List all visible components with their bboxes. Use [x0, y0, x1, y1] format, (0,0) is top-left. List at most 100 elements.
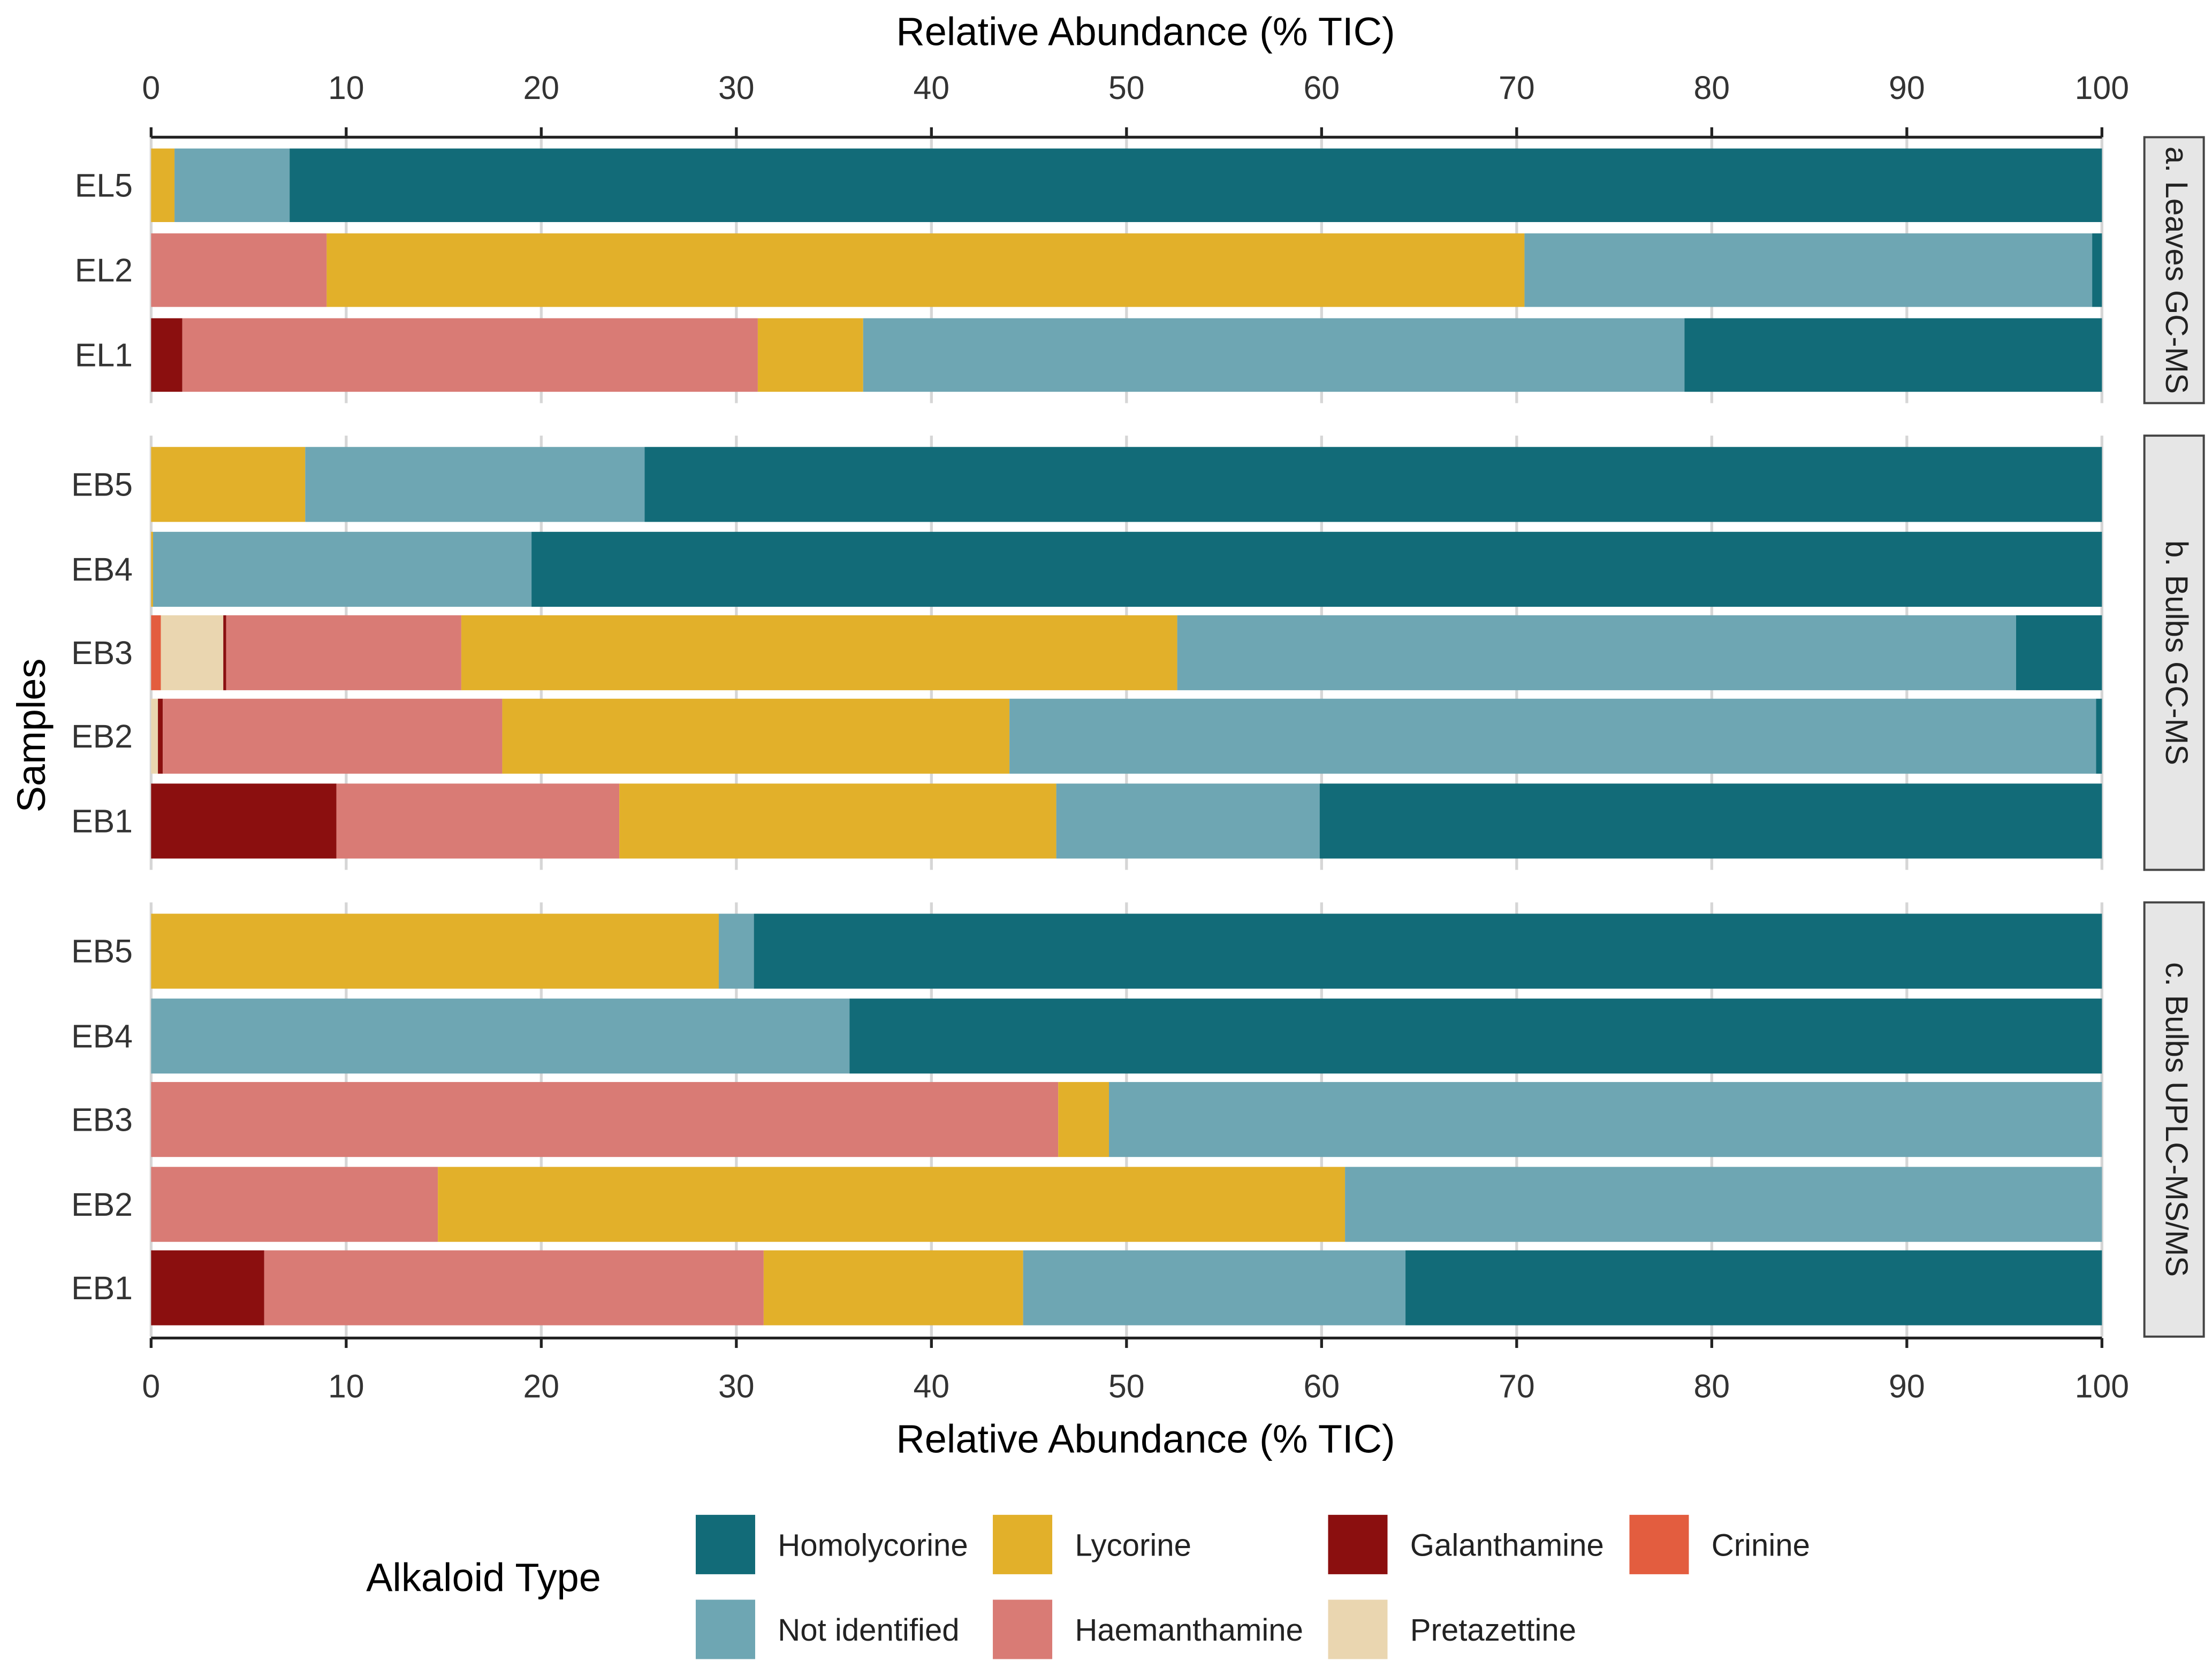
bar-segment-haemanthamine: [151, 1082, 1059, 1157]
y-tick-label: EL2: [75, 252, 133, 288]
y-axis-title: Samples: [9, 659, 54, 813]
x-tick-label: 10: [328, 70, 364, 106]
y-tick-label: EB4: [71, 1018, 133, 1054]
y-tick-label: EB3: [71, 1101, 133, 1138]
x-tick-label: 0: [142, 70, 160, 106]
facet-strip-label: b. Bulbs GC-MS: [2159, 540, 2194, 765]
legend-item: Galanthamine: [1328, 1514, 1604, 1574]
axes: EL5 EL2 EL1 EB5 EB4 EB3 EB2 EB1 EB5 EB4 EB3 EB2 EB1 0…: [71, 70, 2129, 1404]
legend-item: Lycorine: [993, 1514, 1191, 1574]
bar-segment-pretazettine: [161, 615, 224, 690]
bar-segment-homolycorine: [2092, 233, 2102, 307]
y-tick-label: EB5: [71, 933, 133, 970]
bar-segment-lycorine: [151, 447, 306, 522]
facet-strip-box: [2143, 435, 2205, 871]
bar-segment-galanthamine: [151, 318, 183, 392]
y-tick-label: EB2: [71, 1186, 133, 1223]
bar-segment-haemanthamine: [151, 1167, 438, 1242]
x-tick-label: 0: [142, 1368, 160, 1405]
x-tick-label: 40: [914, 1368, 950, 1405]
legend-label: Galanthamine: [1410, 1528, 1604, 1563]
legend-swatch: [1328, 1599, 1388, 1659]
legend-swatch: [695, 1514, 755, 1574]
bar-segment-lycorine: [461, 615, 1177, 690]
legend-label: Lycorine: [1075, 1528, 1191, 1563]
legend-swatch: [695, 1599, 755, 1659]
y-tick-label: EB1: [71, 803, 133, 840]
facet-strip: b. Bulbs GC-MS: [2143, 435, 2205, 871]
x-tick-label: 100: [2075, 70, 2129, 106]
bar-segment-not-identified: [1056, 783, 1320, 859]
x-tick-label: 70: [1499, 70, 1535, 106]
x-tick-label: 90: [1889, 1368, 1925, 1405]
bar-segment-homolycorine: [290, 148, 2102, 222]
bar-segment-haemanthamine: [163, 698, 503, 774]
bar-segment-haemanthamine: [226, 615, 461, 690]
top-axis-title: Relative Abundance (% TIC): [896, 10, 1395, 54]
x-tick-label: 30: [718, 1368, 755, 1405]
bar-segment-lycorine: [757, 318, 863, 392]
bar-segment-pretazettine: [151, 698, 158, 774]
legend-title: Alkaloid Type: [366, 1556, 601, 1600]
legend: Alkaloid Type Homolycorine Not identified…: [366, 1514, 1810, 1659]
facet-strip-box: [2143, 136, 2205, 405]
y-tick-label: EL5: [75, 167, 133, 203]
x-tick-label: 30: [718, 70, 755, 106]
facet-strips: a. Leaves GC-MS b. Bulbs GC-MS c. Bulbs UP…: [2143, 136, 2205, 1338]
bar-segment-galanthamine: [158, 698, 163, 774]
bar-segment-not-identified: [174, 148, 290, 222]
bar-segment-not-identified: [1524, 233, 2093, 307]
legend-label: Haemanthamine: [1075, 1613, 1303, 1648]
bar-segment-homolycorine: [1319, 783, 2102, 859]
bar-segment-lycorine: [151, 531, 153, 607]
bar-segment-not-identified: [153, 531, 532, 607]
bottom-axis-title: Relative Abundance (% TIC): [896, 1417, 1395, 1461]
bar-segment-lycorine: [763, 1250, 1023, 1325]
bar-segment-not-identified: [1023, 1250, 1406, 1325]
legend-swatch: [993, 1599, 1053, 1659]
bar-segment-lycorine: [151, 913, 719, 989]
legend-item: Crinine: [1629, 1514, 1810, 1574]
bar-segment-homolycorine: [754, 913, 2102, 989]
x-tick-label: 70: [1499, 1368, 1535, 1405]
y-tick-label: EB3: [71, 635, 133, 671]
bar-segment-galanthamine: [151, 783, 337, 859]
x-tick-label: 90: [1889, 70, 1925, 106]
bar-segment-homolycorine: [531, 531, 2102, 607]
y-tick-label: EB1: [71, 1270, 133, 1306]
bar-segment-galanthamine: [223, 615, 226, 690]
legend-swatch: [1328, 1514, 1388, 1574]
x-tick-label: 80: [1694, 1368, 1730, 1405]
x-tick-label: 40: [914, 70, 950, 106]
y-tick-label: EL1: [75, 337, 133, 374]
legend-label: Homolycorine: [778, 1528, 968, 1563]
x-tick-label: 60: [1304, 1368, 1340, 1405]
bar-segment-galanthamine: [151, 1250, 264, 1325]
bar-segment-not-identified: [151, 999, 850, 1074]
bar-segment-lycorine: [151, 148, 175, 222]
bar-segment-haemanthamine: [182, 318, 758, 392]
bar-segment-crinine: [151, 615, 161, 690]
legend-label: Pretazettine: [1410, 1613, 1576, 1648]
bar-segment-homolycorine: [1405, 1250, 2102, 1325]
bar-segment-haemanthamine: [336, 783, 620, 859]
bar-segment-lycorine: [438, 1167, 1346, 1242]
y-tick-label: EB5: [71, 466, 133, 502]
bar-segment-not-identified: [863, 318, 1685, 392]
legend-item: Not identified: [695, 1599, 960, 1659]
legend-label: Crinine: [1712, 1528, 1810, 1563]
bars: [151, 148, 2102, 1325]
legend-swatch: [993, 1514, 1053, 1574]
legend-label: Not identified: [778, 1613, 959, 1648]
bar-segment-not-identified: [305, 447, 645, 522]
facet-strip-label: c. Bulbs UPLC-MS/MS: [2159, 962, 2194, 1277]
x-tick-label: 50: [1108, 70, 1145, 106]
facet-strip: c. Bulbs UPLC-MS/MS: [2143, 901, 2205, 1338]
bar-segment-lycorine: [326, 233, 1525, 307]
bar-segment-not-identified: [1177, 615, 2016, 690]
x-tick-label: 20: [523, 1368, 560, 1405]
bar-segment-not-identified: [719, 913, 754, 989]
bar-segment-not-identified: [1345, 1167, 2102, 1242]
bar-segment-homolycorine: [2016, 615, 2102, 690]
facet-strip: a. Leaves GC-MS: [2143, 136, 2205, 405]
